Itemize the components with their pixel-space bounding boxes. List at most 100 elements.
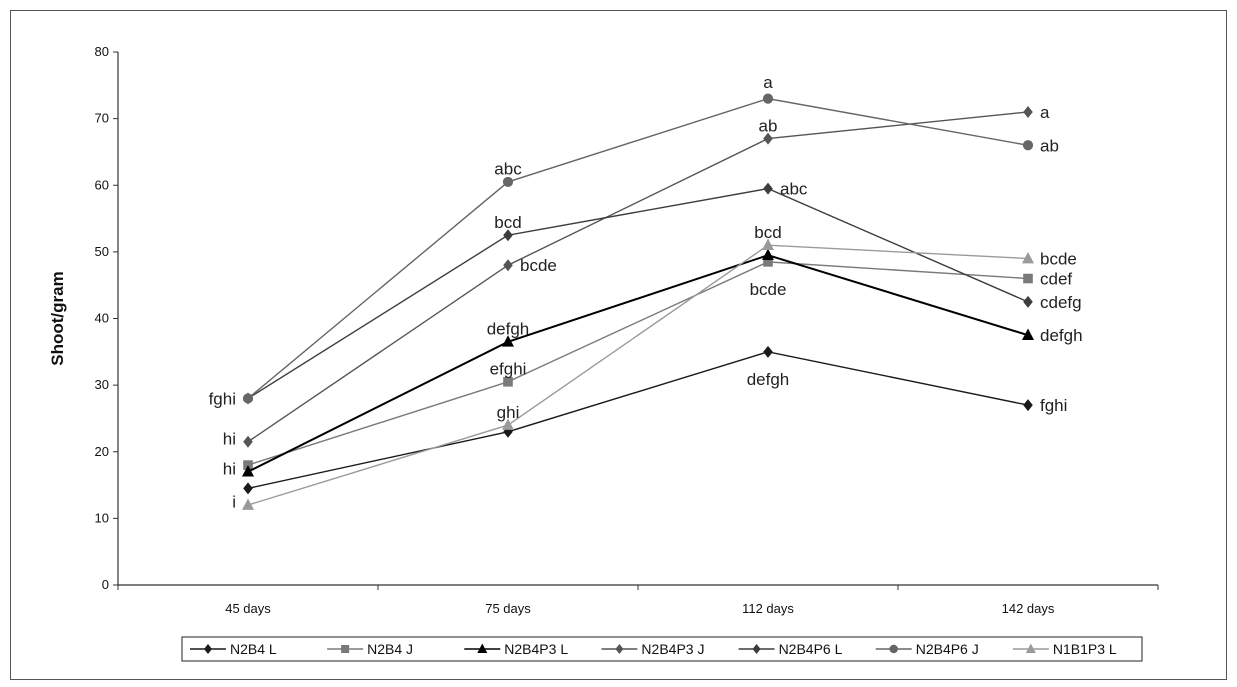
point-marker	[763, 345, 773, 358]
legend-label: N2B4 J	[367, 641, 413, 657]
series-line	[247, 244, 1029, 506]
legend-label: N2B4 L	[230, 641, 277, 657]
series-n2b4p3-l	[242, 248, 1034, 477]
point-marker	[763, 257, 773, 267]
y-tick-label: 80	[95, 44, 109, 59]
y-tick-label: 70	[95, 111, 109, 126]
point-marker	[503, 229, 513, 242]
point-marker	[204, 644, 212, 654]
y-tick-label: 0	[102, 577, 109, 592]
point-marker	[502, 176, 514, 188]
x-tick-label: 75 days	[485, 601, 531, 616]
significance-letter-label: abc	[494, 160, 522, 179]
series-line	[247, 97, 1029, 399]
point-marker	[341, 645, 350, 653]
point-marker	[762, 238, 774, 251]
point-marker	[1023, 295, 1033, 308]
legend-label: N2B4P6 J	[916, 641, 979, 657]
significance-letter-label: bcde	[750, 280, 787, 299]
legend-item: N2B4 J	[327, 641, 413, 657]
point-marker	[242, 393, 254, 404]
y-tick-label: 50	[95, 244, 109, 259]
significance-letter-label: ghi	[497, 403, 520, 422]
point-marker	[763, 132, 773, 145]
point-marker	[243, 460, 253, 470]
y-tick-label: 40	[95, 311, 109, 326]
series-line	[247, 261, 1029, 466]
point-marker	[477, 643, 488, 653]
point-marker	[1022, 140, 1034, 151]
significance-letter-label: fghi	[1040, 396, 1067, 415]
point-marker	[503, 259, 513, 272]
legend-item: N2B4P3 J	[601, 641, 704, 657]
significance-letter-label: hi	[223, 429, 236, 448]
series-lines-layer	[242, 93, 1034, 510]
significance-letter-label: defgh	[487, 319, 530, 338]
y-tick-label: 30	[95, 377, 109, 392]
series-n2b4-j	[243, 257, 1033, 470]
legend-item: N2B4P6 L	[738, 641, 843, 657]
x-tick-label: 112 days	[742, 601, 794, 616]
significance-letter-label: defgh	[747, 370, 790, 389]
point-marker	[762, 93, 774, 104]
legend-label: N2B4P3 L	[504, 641, 568, 657]
x-tick-label: 142 days	[1002, 601, 1055, 616]
axes-layer: 0 10 20 30 40 50 60 70 80 45 days 75 days 112 days 1…	[48, 44, 1159, 616]
legend-item: N1B1P3 L	[1012, 641, 1117, 657]
y-tick-label: 10	[95, 510, 109, 525]
legend-label: N1B1P3 L	[1053, 641, 1117, 657]
series-line	[247, 351, 1029, 490]
y-axis-label: Shoot/gram	[48, 271, 67, 365]
point-marker	[503, 376, 513, 387]
point-marker	[502, 335, 514, 347]
series-n2b4-l	[243, 345, 1033, 495]
series-line	[247, 254, 1029, 473]
series-n2b4p6-j	[242, 93, 1034, 404]
significance-letter-label: bcd	[754, 223, 781, 242]
significance-letter-label: ab	[1040, 136, 1059, 155]
series-n1b1p3-l	[242, 238, 1034, 510]
point-marker	[502, 418, 514, 430]
point-marker	[1023, 273, 1033, 284]
point-marker	[889, 644, 898, 654]
legend-label: N2B4P6 L	[779, 641, 843, 657]
significance-letter-label: i	[232, 493, 236, 512]
legend: N2B4 L N2B4 J N2B4P3 L N2B4P3 J N2B4P6 L N2B4…	[181, 636, 1143, 662]
legend-item: N2B4 L	[190, 641, 277, 657]
series-n2b4p6-l	[243, 182, 1033, 405]
point-marker	[615, 644, 624, 654]
series-line	[247, 187, 1029, 400]
point-marker	[762, 248, 774, 261]
point-marker	[1023, 399, 1033, 412]
point-marker	[1025, 643, 1036, 653]
significance-letter-label: ab	[759, 116, 778, 135]
significance-letter-label: cdefg	[1040, 293, 1082, 312]
significance-letter-label: bcde	[520, 256, 557, 275]
point-marker	[1022, 328, 1034, 340]
point-marker	[752, 644, 761, 654]
significance-letter-label: a	[1040, 103, 1050, 122]
legend-item: N2B4P6 J	[875, 641, 979, 657]
legend-item: N2B4P3 L	[464, 641, 568, 657]
point-marker	[1023, 105, 1033, 118]
point-marker	[243, 435, 253, 448]
point-marker	[763, 182, 773, 195]
significance-letter-label: cdef	[1040, 270, 1072, 289]
legend-label: N2B4P3 J	[641, 641, 704, 657]
significance-letter-label: fghi	[209, 389, 236, 408]
series-line	[247, 111, 1029, 443]
point-marker	[242, 498, 254, 510]
significance-letter-label: hi	[223, 459, 236, 478]
point-marker	[1022, 251, 1034, 264]
significance-letter-label: efghi	[490, 359, 527, 378]
significance-letter-label: bcd	[494, 213, 521, 232]
annotations-layer: fghi hi hi i abc bcd bcde defgh efghi ghi a ab abc bc…	[209, 73, 1083, 512]
x-tick-label: 45 days	[225, 601, 271, 616]
significance-letter-label: abc	[780, 180, 808, 199]
significance-letter-label: defgh	[1040, 326, 1083, 345]
chart-frame	[10, 10, 1227, 680]
series-n2b4p3-j	[243, 105, 1033, 448]
y-tick-label: 20	[95, 444, 109, 459]
significance-letter-label: bcde	[1040, 250, 1077, 269]
